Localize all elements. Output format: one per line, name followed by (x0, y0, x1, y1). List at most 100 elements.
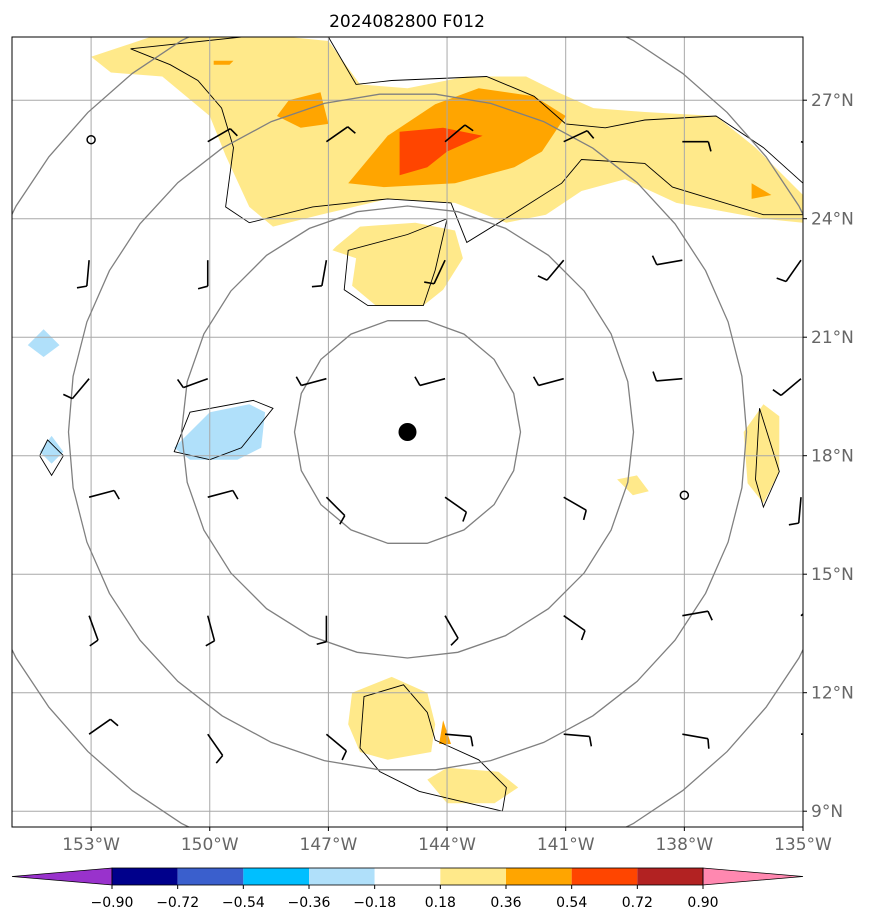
y-tick-label: 21°N (811, 328, 854, 348)
wind-barb-staff (71, 378, 90, 400)
wind-barb-feather (707, 738, 710, 749)
wind-barb-staff (800, 140, 803, 144)
colorbar-tick-label: 0.18 (425, 895, 456, 911)
wind-barb (651, 255, 683, 266)
y-tick-label: 9°N (811, 802, 843, 822)
wind-barb-staff (444, 733, 472, 738)
wind-barb-feather (532, 376, 540, 386)
wind-barb-feather (341, 750, 348, 761)
range-ring-0 (293, 320, 522, 544)
wind-barb (444, 496, 468, 522)
wind-barb-feather (205, 640, 215, 647)
wind-barb-staff (325, 496, 346, 517)
wind-barb-feather (89, 639, 99, 647)
wind-barb (537, 259, 565, 281)
wind-barb (414, 376, 446, 387)
anomaly-region-10 (439, 720, 451, 744)
wind-barb-staff (88, 718, 111, 735)
calm-wind-marker (86, 134, 96, 145)
wind-barb (682, 140, 712, 152)
wind-barb (88, 615, 99, 647)
x-tick-label: 150°W (181, 835, 239, 855)
calm-wind-marker (679, 490, 690, 500)
wind-barb (62, 378, 90, 400)
colorbar-tick-label: −0.36 (288, 895, 331, 911)
wind-barb-staff (656, 377, 683, 382)
wind-barb-feather (450, 637, 459, 646)
wind-barb-feather (776, 277, 787, 283)
wind-barb-feather (339, 515, 346, 525)
wind-barb (205, 615, 216, 647)
wind-barb-staff (325, 126, 349, 143)
y-tick-label: 15°N (811, 565, 854, 585)
range-rings (12, 37, 803, 827)
wind-barb (295, 376, 327, 387)
wind-barb-feather (651, 255, 658, 266)
wind-barb-staff (444, 496, 467, 513)
y-tick-label: 18°N (811, 447, 854, 467)
wind-barb-feather (76, 285, 87, 289)
wind-barb (788, 497, 802, 526)
range-ring-2 (67, 93, 748, 771)
wind-barb (325, 126, 356, 143)
anomaly-region-13 (27, 329, 60, 357)
wind-barb (563, 615, 586, 641)
y-tick-label: 24°N (811, 210, 854, 230)
chart-title: 2024082800 F012 (329, 12, 485, 32)
wind-barb-feather (464, 124, 474, 132)
anomaly-region-3 (617, 475, 649, 496)
wind-barb (800, 732, 830, 741)
wind-barb-feather (580, 630, 586, 641)
wind-barb-staff (538, 377, 564, 387)
wind-barb-staff (183, 377, 209, 389)
wind-barb-staff (207, 733, 224, 756)
wind-barb (311, 260, 328, 288)
wind-barb-feather (316, 640, 327, 646)
wind-barb-feather (109, 718, 119, 727)
x-tick-label: 144°W (418, 835, 476, 855)
wind-barb (800, 612, 803, 617)
wind-barb-feather (582, 509, 587, 521)
anomaly-region-11 (399, 127, 483, 176)
wind-barb-staff (785, 259, 802, 282)
wind-barb (207, 489, 239, 500)
wind-barb (207, 128, 238, 143)
wind-barb-feather (215, 754, 224, 764)
wind-barb-staff (444, 124, 466, 143)
wind-barb-feather (229, 128, 238, 137)
colorbar-segment (112, 868, 178, 885)
wind-barb-feather (232, 490, 239, 500)
anomaly-region-6 (277, 92, 329, 128)
x-tick-label: 153°W (62, 835, 120, 855)
wind-barb-feather (652, 371, 658, 382)
wind-barb-staff (682, 733, 709, 740)
wind-barb (563, 496, 587, 521)
wind-barb (682, 733, 710, 749)
wind-barb-feather (197, 285, 208, 290)
colorbar-segment (440, 868, 506, 885)
wind-barb-staff (682, 610, 709, 617)
wind-barb-feather (827, 732, 830, 741)
wind-barb-feather (176, 378, 184, 389)
wind-barb (800, 140, 803, 144)
x-tick-label: 141°W (537, 835, 595, 855)
wind-barb-staff (88, 615, 99, 641)
wind-barb-feather (470, 736, 474, 747)
contour-outline-5 (359, 684, 507, 812)
wind-barb (316, 615, 328, 646)
wind-barb-staff (546, 259, 565, 281)
wind-barb (776, 259, 802, 283)
wind-barb-staff (563, 733, 590, 738)
colorbar-tick-label: −0.54 (222, 895, 265, 911)
wind-barb (563, 733, 593, 747)
wind-barb (325, 496, 346, 525)
colorbar-tick-label: −0.90 (91, 895, 134, 911)
wind-barb (772, 378, 802, 397)
wind-barb-feather (311, 285, 322, 288)
contour-outline-1 (343, 217, 448, 307)
wind-barb (76, 260, 90, 289)
colorbar-segment (243, 868, 309, 885)
colorbar-tick-label: 0.36 (490, 895, 521, 911)
wind-barb (444, 615, 459, 646)
